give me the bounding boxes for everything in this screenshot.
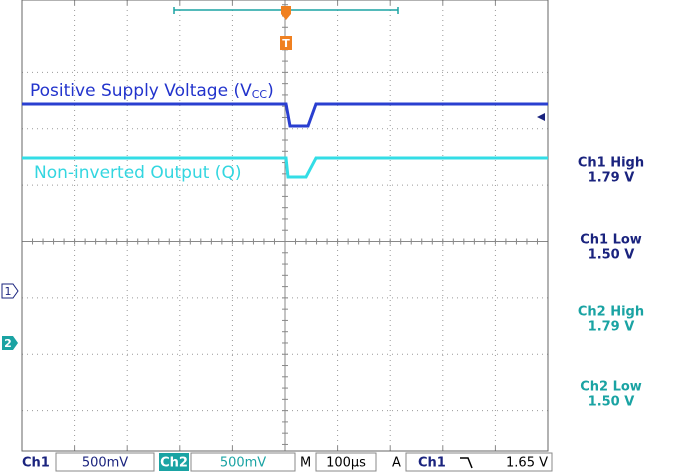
- ch2-scale: 500mV: [220, 456, 266, 471]
- measurement-value: 1.79 V: [588, 320, 635, 335]
- ch2-name-box: [159, 453, 189, 471]
- timebase-box: [315, 452, 377, 472]
- ch1-scale: 500mV: [82, 456, 128, 471]
- ch2-marker-box: [2, 336, 18, 350]
- trigger-marker-box: [280, 36, 292, 50]
- ch1-scale-box: [55, 452, 155, 472]
- ch1-label-end: ): [267, 81, 274, 101]
- ch1-label-sub: CC: [252, 88, 268, 101]
- ch1-marker-box: [1, 283, 19, 299]
- measurement-name: Ch1 Low: [580, 233, 642, 248]
- trigger-label: A: [392, 456, 401, 471]
- ch1-label-text: Positive Supply Voltage (V: [30, 81, 252, 101]
- ch2-scale-box: [190, 452, 296, 472]
- ch1-trace: [22, 102, 548, 128]
- plot-border: [21, 0, 549, 452]
- ch1-marker: 1: [5, 285, 12, 298]
- ch2-marker: 2: [4, 337, 12, 350]
- ch2-name: Ch2: [160, 456, 188, 471]
- ch2-label: Non-inverted Output (Q): [34, 163, 241, 183]
- measurement-name: Ch2 High: [578, 305, 644, 320]
- measurement-name: Ch2 Low: [580, 380, 642, 395]
- measurement-name: Ch1 High: [578, 156, 644, 171]
- ch1-name: Ch1: [22, 456, 50, 471]
- trigger-box: [405, 452, 553, 472]
- trigger-source: Ch1: [418, 456, 446, 471]
- graticule: [21, 0, 549, 451]
- trigger-level: 1.65 V: [506, 456, 548, 471]
- trigger-position: [281, 6, 291, 20]
- measurement-value: 1.50 V: [588, 395, 635, 410]
- measurement-value: 1.50 V: [588, 248, 635, 263]
- ch2-trace: [22, 156, 548, 179]
- status-bar: Ch1 500mV Ch2 500mV M 100µs A Ch1 1.65 V: [22, 452, 553, 472]
- ch1-label: Positive Supply Voltage (VCC): [30, 81, 274, 101]
- measurement-value: 1.79 V: [588, 171, 635, 186]
- timebase: 100µs: [326, 456, 366, 471]
- trigger-marker: T: [282, 37, 290, 50]
- ch1-level-arrow: [537, 113, 545, 121]
- timebase-label: M: [300, 456, 311, 471]
- falling-edge-icon: [460, 457, 473, 469]
